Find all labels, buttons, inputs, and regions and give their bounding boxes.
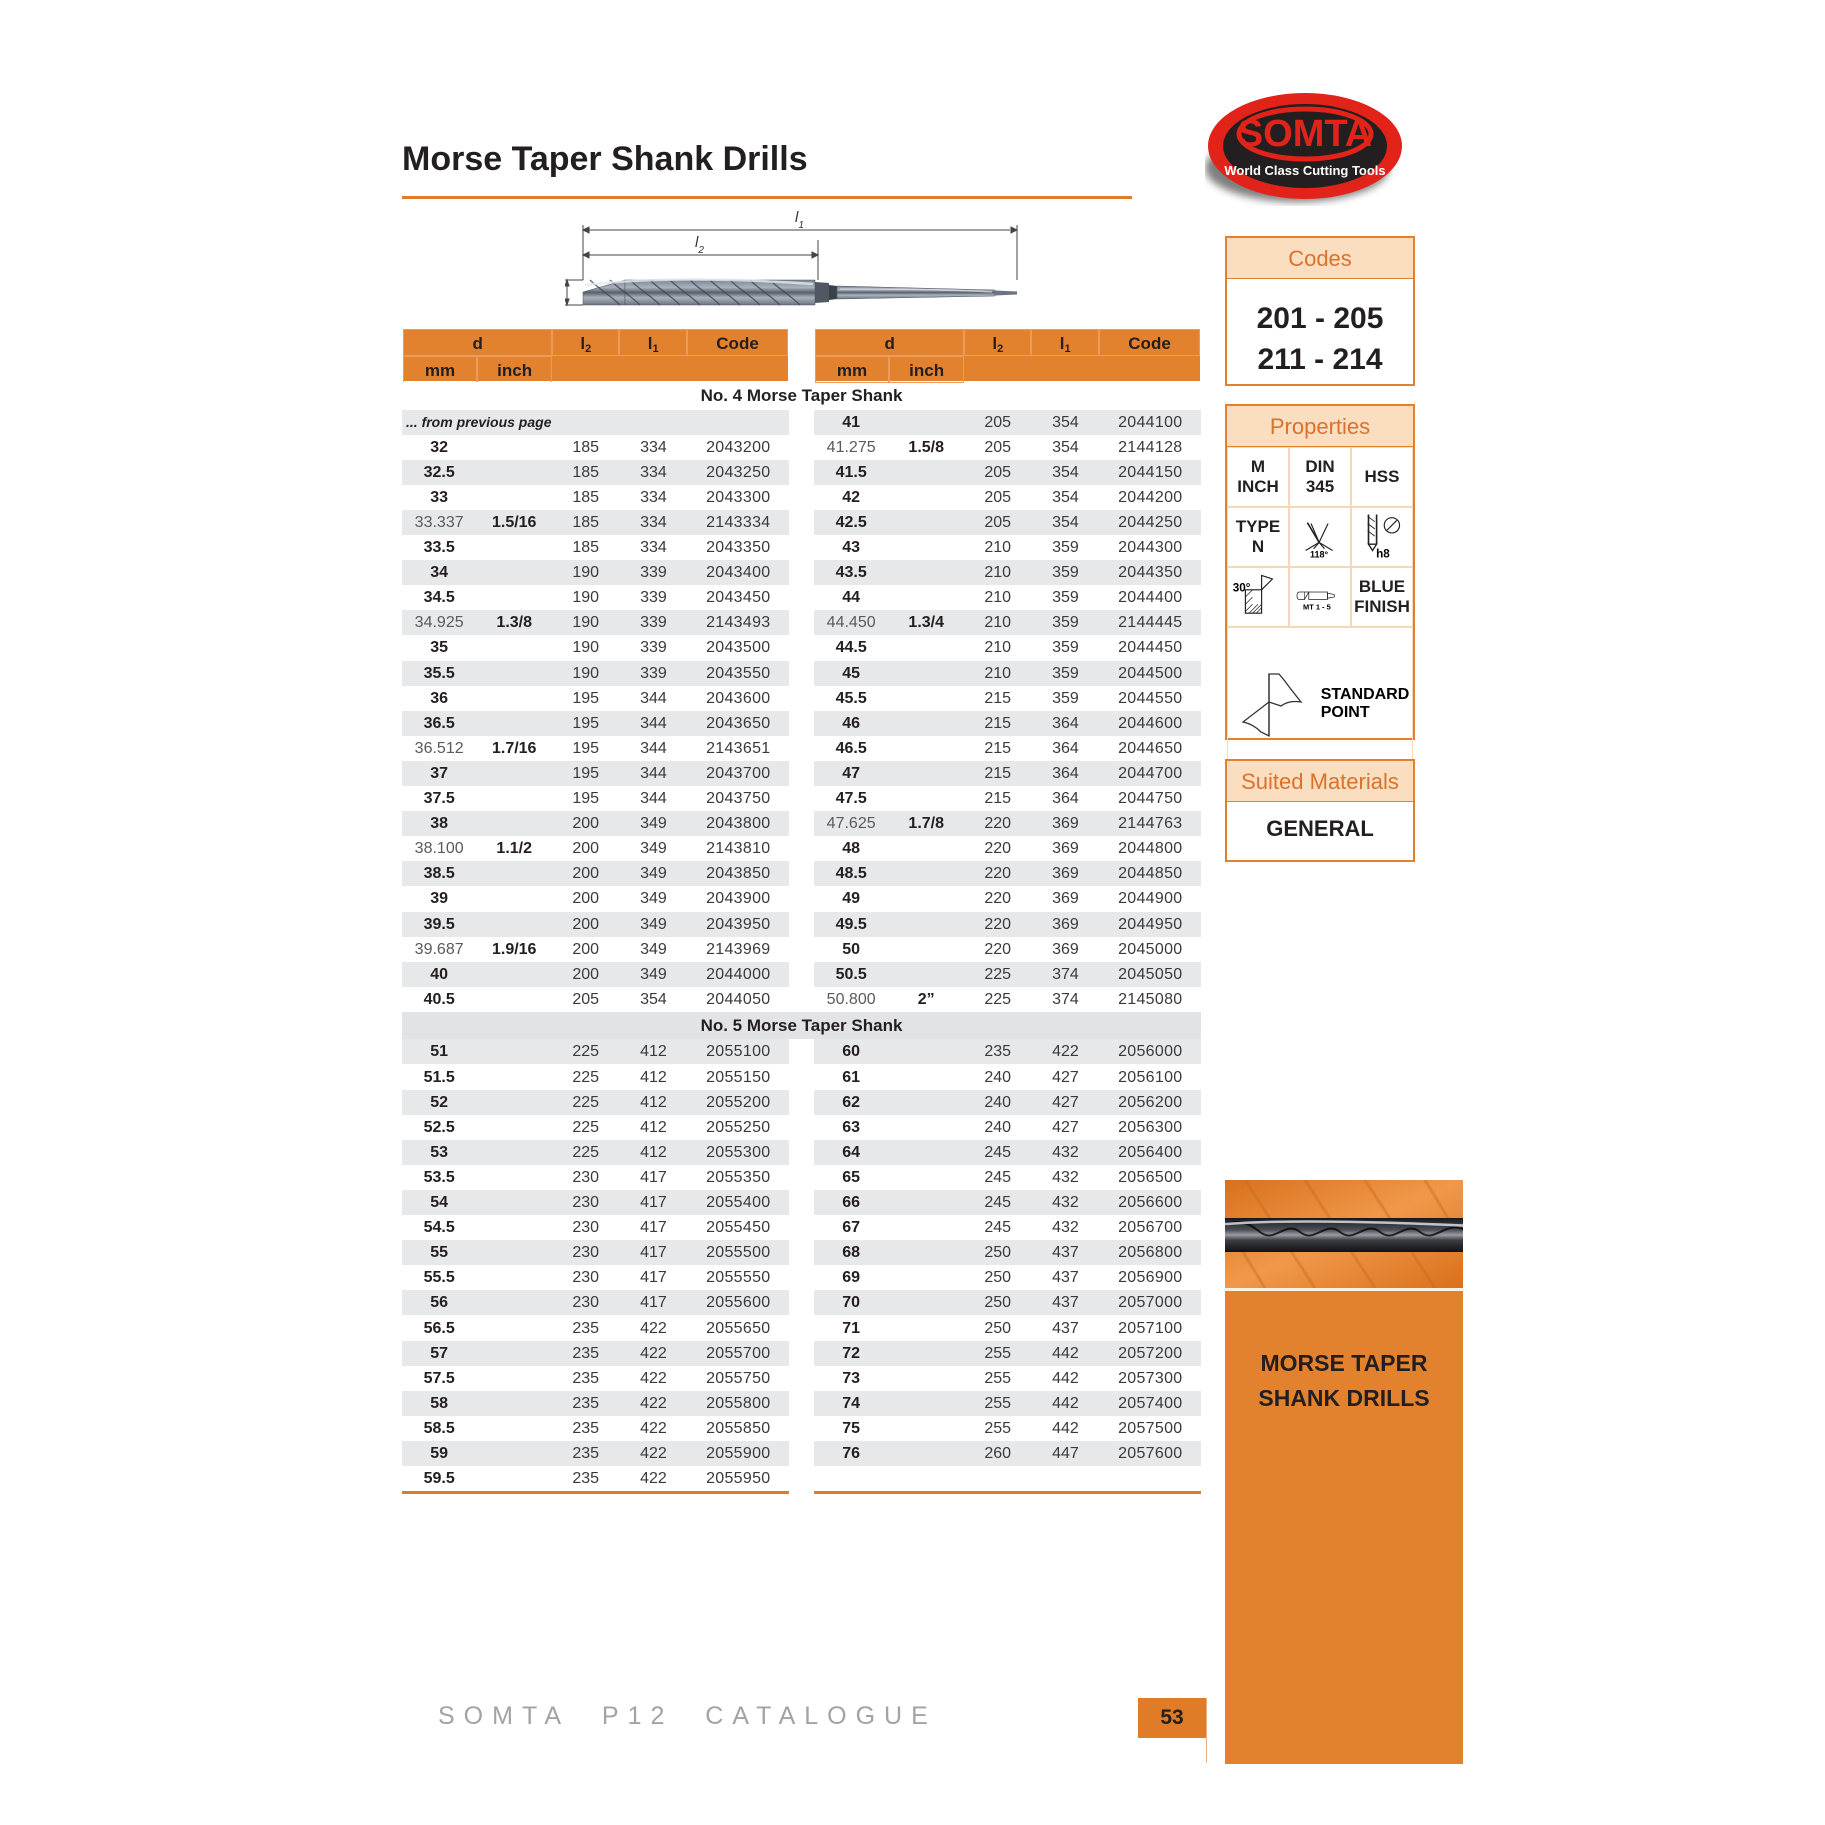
svg-text:SOMTA: SOMTA xyxy=(1238,113,1372,155)
svg-text:MT 1 - 5: MT 1 - 5 xyxy=(1303,602,1331,611)
svg-text:l2: l2 xyxy=(695,234,704,256)
svg-text:l1: l1 xyxy=(795,209,804,231)
svg-text:30°: 30° xyxy=(1233,582,1251,595)
svg-text:World Class Cutting Tools: World Class Cutting Tools xyxy=(1224,163,1385,178)
svg-text:h8: h8 xyxy=(1376,548,1390,561)
svg-text:118°: 118° xyxy=(1310,550,1329,560)
